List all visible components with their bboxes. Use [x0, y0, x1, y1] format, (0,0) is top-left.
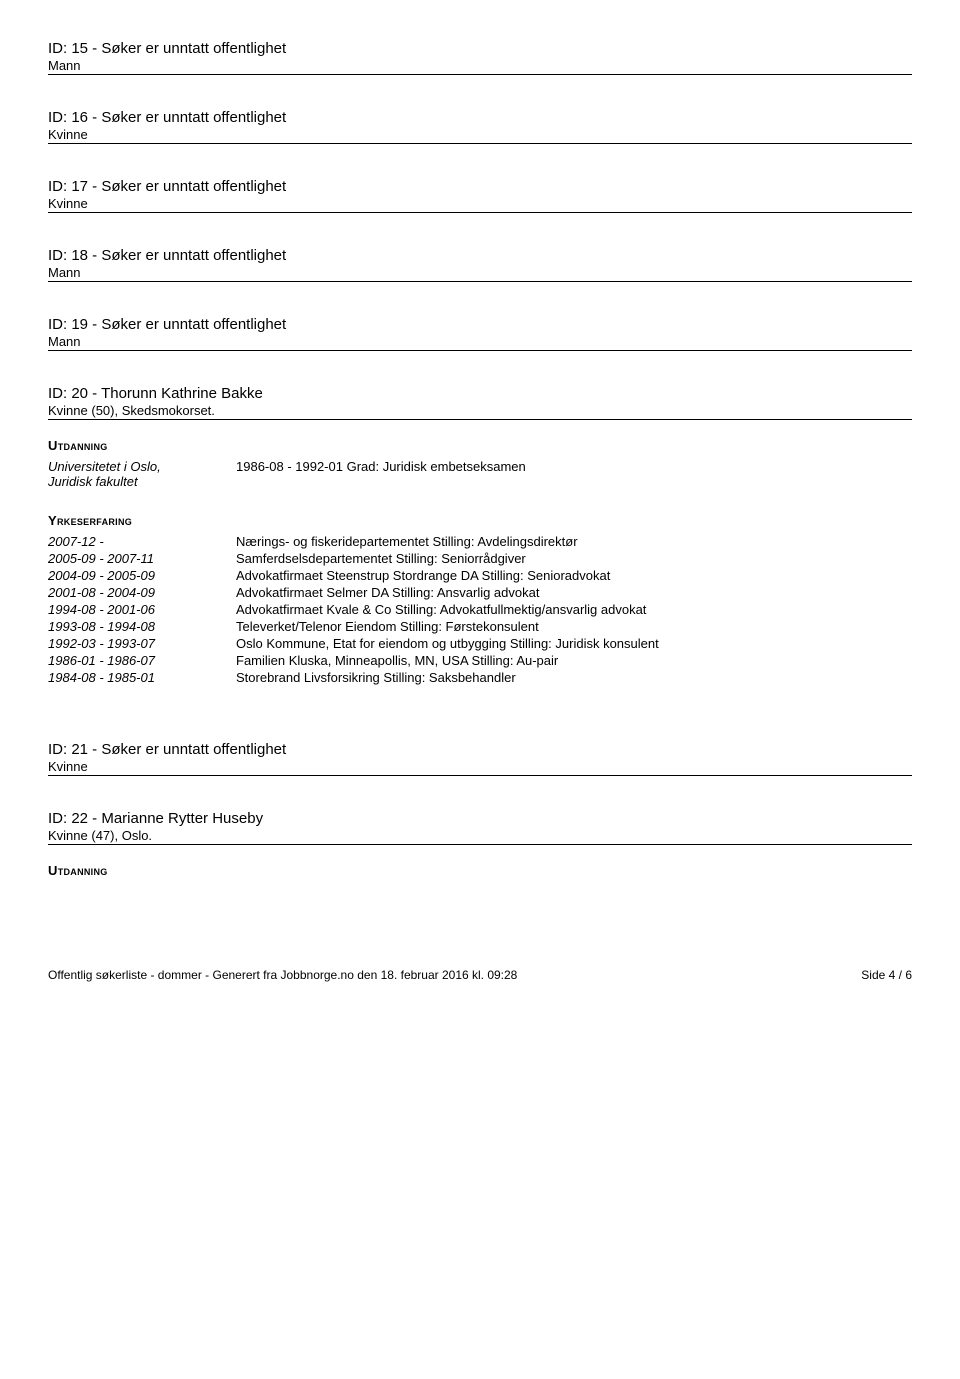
experience-row: 2004-09 - 2005-09 Advokatfirmaet Steenst… [48, 568, 912, 583]
experience-period: 1986-01 - 1986-07 [48, 653, 236, 668]
entry-title: ID: 18 - Søker er unntatt offentlighet [48, 247, 912, 264]
experience-detail: Oslo Kommune, Etat for eiendom og utbygg… [236, 636, 912, 651]
experience-row: 1984-08 - 1985-01 Storebrand Livsforsikr… [48, 670, 912, 685]
experience-detail: Familien Kluska, Minneapollis, MN, USA S… [236, 653, 912, 668]
applicant-entry: ID: 17 - Søker er unntatt offentlighet K… [48, 178, 912, 213]
experience-row: 2007-12 - Nærings- og fiskeridepartement… [48, 534, 912, 549]
entry-sub: Kvinne [48, 196, 912, 213]
entry-sub: Kvinne (47), Oslo. [48, 828, 912, 845]
applicant-entry: ID: 16 - Søker er unntatt offentlighet K… [48, 109, 912, 144]
entry-title: ID: 20 - Thorunn Kathrine Bakke [48, 385, 912, 402]
experience-row: 1986-01 - 1986-07 Familien Kluska, Minne… [48, 653, 912, 668]
experience-period: 1992-03 - 1993-07 [48, 636, 236, 651]
footer-right: Side 4 / 6 [861, 968, 912, 982]
applicant-entry: ID: 18 - Søker er unntatt offentlighet M… [48, 247, 912, 282]
applicant-entry: ID: 15 - Søker er unntatt offentlighet M… [48, 40, 912, 75]
experience-detail: Advokatfirmaet Steenstrup Stordrange DA … [236, 568, 912, 583]
entry-title: ID: 17 - Søker er unntatt offentlighet [48, 178, 912, 195]
entry-sub: Kvinne [48, 759, 912, 776]
entry-title: ID: 19 - Søker er unntatt offentlighet [48, 316, 912, 333]
experience-period: 1984-08 - 1985-01 [48, 670, 236, 685]
experience-period: 2005-09 - 2007-11 [48, 551, 236, 566]
experience-row: 1994-08 - 2001-06 Advokatfirmaet Kvale &… [48, 602, 912, 617]
experience-detail: Nærings- og fiskeridepartementet Stillin… [236, 534, 912, 549]
entry-sub: Kvinne (50), Skedsmokorset. [48, 403, 912, 420]
experience-detail: Advokatfirmaet Selmer DA Stilling: Ansva… [236, 585, 912, 600]
experience-period: 2001-08 - 2004-09 [48, 585, 236, 600]
experience-period: 2007-12 - [48, 534, 236, 549]
education-institution: Universitetet i Oslo, Juridisk fakultet [48, 459, 236, 489]
entry-title: ID: 15 - Søker er unntatt offentlighet [48, 40, 912, 57]
footer-left: Offentlig søkerliste - dommer - Generert… [48, 968, 517, 982]
applicant-entry: ID: 21 - Søker er unntatt offentlighet K… [48, 741, 912, 776]
entry-title: ID: 22 - Marianne Rytter Huseby [48, 810, 912, 827]
education-row: Universitetet i Oslo, Juridisk fakultet … [48, 459, 912, 489]
applicant-entry: ID: 19 - Søker er unntatt offentlighet M… [48, 316, 912, 351]
applicant-entry-detailed: ID: 22 - Marianne Rytter Huseby Kvinne (… [48, 810, 912, 845]
entry-title: ID: 21 - Søker er unntatt offentlighet [48, 741, 912, 758]
experience-period: 2004-09 - 2005-09 [48, 568, 236, 583]
entry-sub: Mann [48, 265, 912, 282]
experience-row: 2001-08 - 2004-09 Advokatfirmaet Selmer … [48, 585, 912, 600]
experience-detail: Samferdselsdepartementet Stilling: Senio… [236, 551, 912, 566]
education-detail: 1986-08 - 1992-01 Grad: Juridisk embetse… [236, 459, 912, 489]
experience-row: 2005-09 - 2007-11 Samferdselsdepartement… [48, 551, 912, 566]
experience-row: 1993-08 - 1994-08 Televerket/Telenor Eie… [48, 619, 912, 634]
experience-detail: Advokatfirmaet Kvale & Co Stilling: Advo… [236, 602, 912, 617]
experience-detail: Televerket/Telenor Eiendom Stilling: Før… [236, 619, 912, 634]
edu-line2: Juridisk fakultet [48, 474, 236, 489]
entry-title: ID: 16 - Søker er unntatt offentlighet [48, 109, 912, 126]
page-footer: Offentlig søkerliste - dommer - Generert… [48, 968, 912, 982]
entry-sub: Mann [48, 58, 912, 75]
experience-row: 1992-03 - 1993-07 Oslo Kommune, Etat for… [48, 636, 912, 651]
experience-period: 1994-08 - 2001-06 [48, 602, 236, 617]
experience-heading: Yrkeserfaring [48, 513, 912, 528]
entry-sub: Kvinne [48, 127, 912, 144]
edu-line1: Universitetet i Oslo, [48, 459, 236, 474]
experience-detail: Storebrand Livsforsikring Stilling: Saks… [236, 670, 912, 685]
education-heading: Utdanning [48, 438, 912, 453]
entry-sub: Mann [48, 334, 912, 351]
education-heading: Utdanning [48, 863, 912, 878]
applicant-entry-detailed: ID: 20 - Thorunn Kathrine Bakke Kvinne (… [48, 385, 912, 420]
experience-period: 1993-08 - 1994-08 [48, 619, 236, 634]
